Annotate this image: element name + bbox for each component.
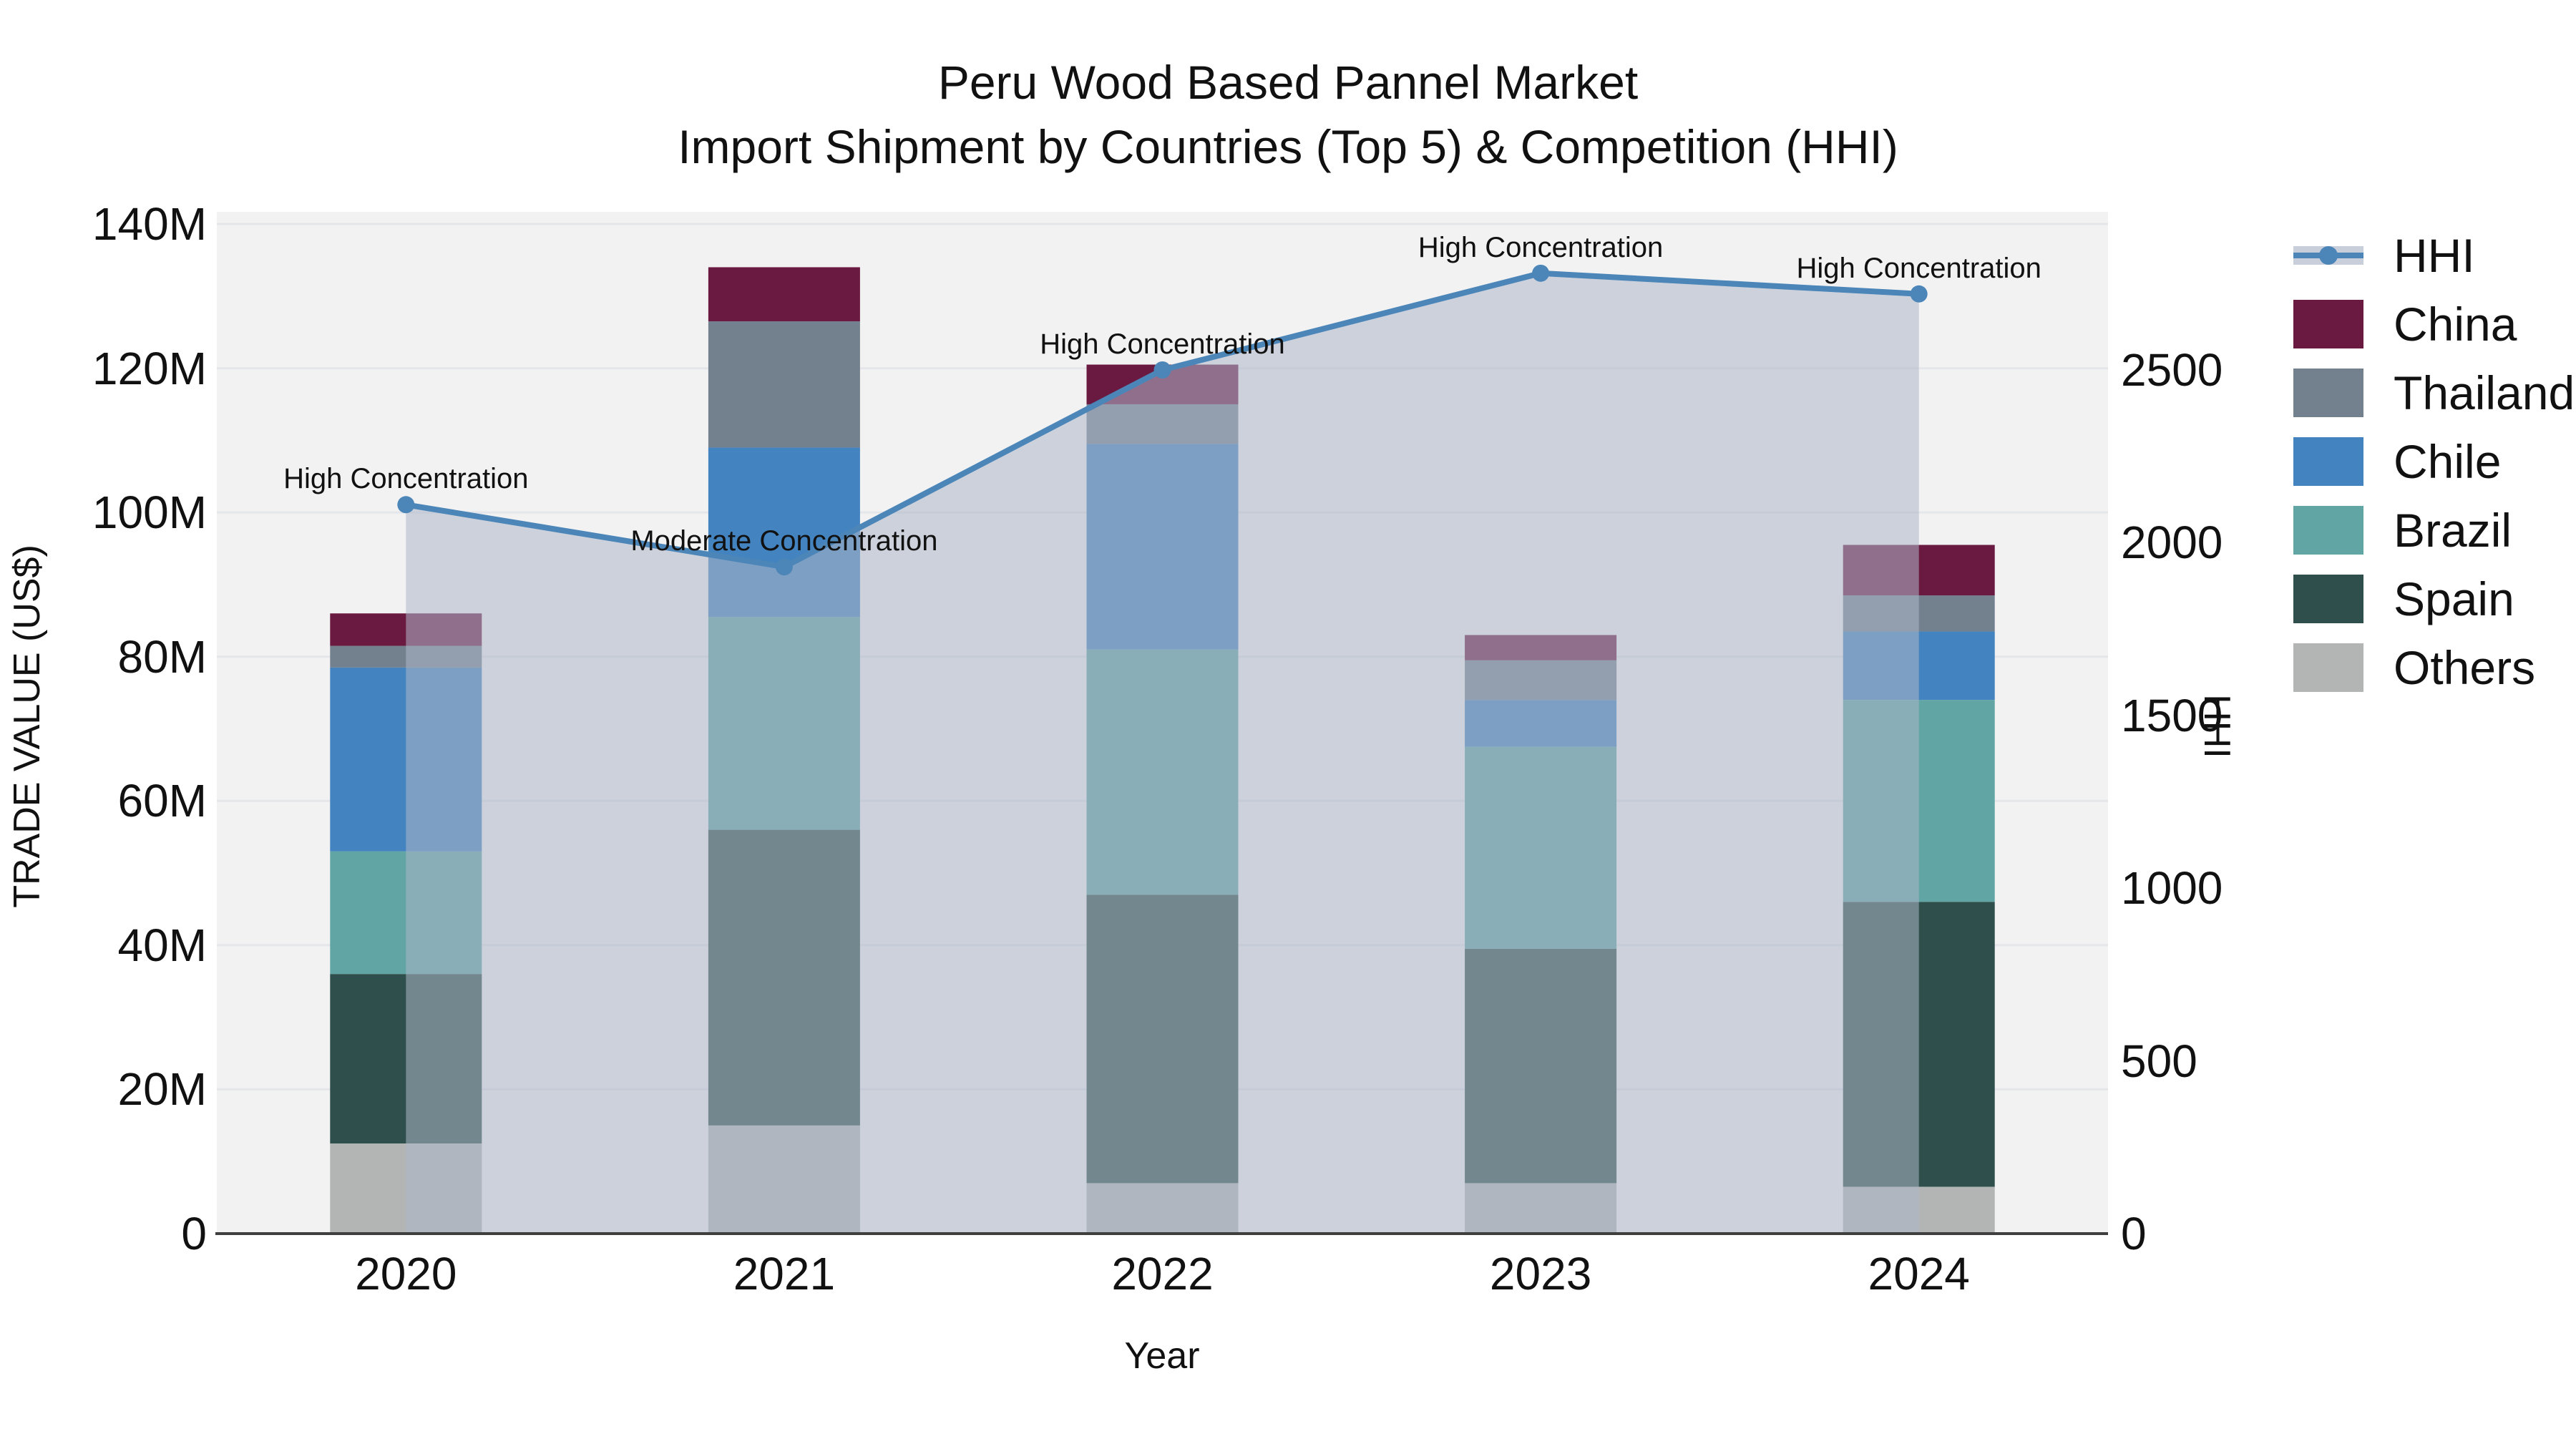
legend-item-thailand[interactable]: Thailand (2293, 366, 2575, 419)
x-axis-label: Year (1124, 1335, 1200, 1377)
bar-segment-thailand-2021[interactable] (708, 321, 860, 448)
hhi-marker-2021[interactable] (775, 558, 793, 576)
others-swatch-icon (2293, 643, 2363, 692)
legend-item-label: Brazil (2394, 504, 2512, 557)
chart-title: Peru Wood Based Pannel Market Import Shi… (0, 50, 2576, 179)
thailand-swatch-icon (2293, 369, 2363, 417)
x-tick-2020: 2020 (355, 1248, 457, 1299)
hhi-marker-2023[interactable] (1532, 264, 1550, 282)
y-right-tick-0: 0 (2121, 1208, 2147, 1259)
legend-item-label: China (2394, 298, 2517, 351)
annotation-2023: High Concentration (1418, 231, 1664, 263)
y-left-tick-120M: 120M (92, 342, 207, 394)
legend-item-label: Others (2394, 641, 2536, 694)
hhi-legend-dot (2319, 246, 2338, 265)
chart-title-line1: Peru Wood Based Pannel Market (937, 56, 1639, 109)
annotation-2020: High Concentration (283, 463, 529, 495)
legend-item-label: HHI (2394, 229, 2475, 282)
legend: HHI China Thailand Chile Brazil Spain Others (2293, 229, 2575, 711)
legend-item-china[interactable]: China (2293, 298, 2575, 351)
hhi-marker-2024[interactable] (1910, 285, 1928, 303)
legend-item-others[interactable]: Others (2293, 641, 2575, 694)
y-left-tick-0: 0 (181, 1208, 207, 1259)
legend-item-label: Thailand (2394, 366, 2575, 419)
chile-swatch-icon (2293, 437, 2363, 486)
legend-item-label: Chile (2394, 435, 2502, 488)
legend-item-brazil[interactable]: Brazil (2293, 504, 2575, 557)
spain-swatch-icon (2293, 575, 2363, 623)
x-tick-2024: 2024 (1868, 1248, 1970, 1299)
legend-item-chile[interactable]: Chile (2293, 435, 2575, 488)
y-right-tick-2000: 2000 (2121, 517, 2223, 569)
legend-item-hhi[interactable]: HHI (2293, 229, 2575, 282)
brazil-swatch-icon (2293, 506, 2363, 555)
hhi-legend-icon (2293, 231, 2363, 280)
y-right-tick-1500: 1500 (2121, 689, 2223, 741)
bar-segment-china-2021[interactable] (708, 267, 860, 322)
hhi-area-fill (406, 273, 1919, 1234)
legend-item-label: Spain (2394, 572, 2514, 625)
y-left-tick-60M: 60M (117, 775, 208, 827)
y-left-tick-100M: 100M (92, 487, 207, 539)
annotation-2024: High Concentration (1796, 252, 2041, 284)
annotation-2022: High Concentration (1040, 328, 1285, 360)
y-right-tick-500: 500 (2121, 1035, 2197, 1087)
y-left-tick-80M: 80M (117, 630, 208, 683)
y-right-tick-2500: 2500 (2121, 344, 2223, 396)
y-left-axis-label: TRADE VALUE (US$) (6, 545, 48, 908)
y-left-tick-40M: 40M (117, 919, 208, 971)
y-left-tick-140M: 140M (92, 198, 207, 250)
china-swatch-icon (2293, 300, 2363, 348)
y-left-tick-20M: 20M (117, 1063, 208, 1116)
x-tick-2023: 2023 (1489, 1248, 1592, 1299)
legend-item-spain[interactable]: Spain (2293, 572, 2575, 625)
y-right-axis-label: HHI (2196, 694, 2238, 758)
hhi-marker-2020[interactable] (397, 496, 415, 514)
x-tick-2021: 2021 (733, 1248, 836, 1299)
chart-title-line2: Import Shipment by Countries (Top 5) & C… (678, 120, 1898, 173)
x-tick-2022: 2022 (1111, 1248, 1214, 1299)
y-right-tick-1000: 1000 (2121, 862, 2223, 914)
annotation-2021: Moderate Concentration (630, 525, 938, 557)
hhi-marker-2022[interactable] (1153, 361, 1171, 379)
